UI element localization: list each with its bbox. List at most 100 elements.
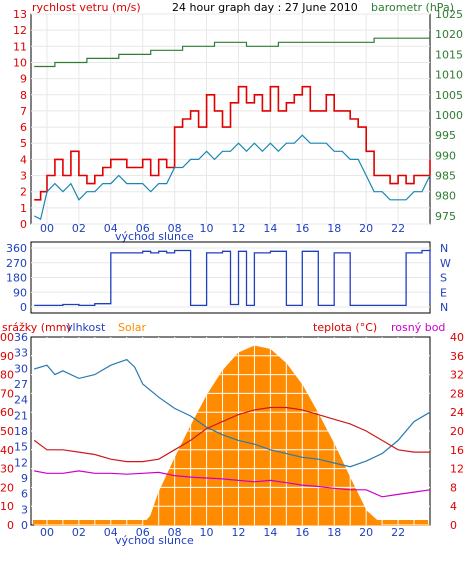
direction-tick-label: 90 [13,286,27,299]
wind-tick-label: 5 [20,137,27,150]
rain-tick-label: 0 [7,519,14,532]
humidity-tick-label: 15 [14,441,28,454]
wind-tick-label: 11 [13,40,27,53]
humidity-tick-label: 24 [14,394,28,407]
time-tick-label: 12 [231,222,245,235]
time-tick-label: 14 [263,526,277,539]
rain-tick-label: 40 [0,444,14,457]
wind-tick-label: 7 [20,105,27,118]
pressure-tick-label: 980 [435,190,456,203]
rain-tick-label: 70 [0,387,14,400]
wind-tick-label: 4 [20,153,27,166]
time-tick-label: 04 [104,526,118,539]
humidity-tick-label: 30 [14,362,28,375]
time-tick-label: 22 [391,526,405,539]
humidity-tick-label: 12 [14,456,28,469]
wind-tick-label: 9 [20,73,27,86]
wind-direction-line [34,249,431,307]
humidity-tick-label: 36 [14,331,28,344]
wind-tick-label: 13 [13,8,27,21]
rain-tick-label: 60 [0,406,14,419]
direction-tick-label: 0 [20,301,27,314]
rain-tick-label: 50 [0,425,14,438]
rain-tick-label: 100 [0,331,14,344]
time-tick-label: 22 [391,222,405,235]
rain-tick-label: 90 [0,350,14,363]
humidity-line [34,358,431,468]
wind-tick-label: 2 [20,186,27,199]
direction-tick-label: 360 [6,242,27,255]
time-tick-label: 06 [136,222,150,235]
wind-tick-label: 0 [20,218,27,231]
humidity-tick-label: 9 [21,472,28,485]
time-tick-label: 10 [200,526,214,539]
temperature-tick-label: 32 [450,369,464,382]
pressure-tick-label: 990 [435,149,456,162]
time-tick-label: 12 [231,526,245,539]
time-tick-label: 08 [168,222,182,235]
temperature-tick-label: 24 [450,406,464,419]
temperature-tick-label: 36 [450,350,464,363]
compass-label: W [440,257,451,270]
pressure-tick-label: 1010 [435,69,463,82]
rain-baseline [33,520,428,524]
temperature-tick-label: 20 [450,425,464,438]
compass-label: N [440,242,448,255]
sunrise-label-bottom: východ slunce [115,534,194,547]
humidity-tick-label: 6 [21,488,28,501]
wind-axis-title: rychlost vetru (m/s) [32,1,141,14]
rain-tick-label: 80 [0,369,14,382]
compass-label: E [440,286,447,299]
temperature-tick-label: 12 [450,463,464,476]
humidity-tick-label: 27 [14,378,28,391]
temperature-tick-label: 40 [450,331,464,344]
pressure-tick-label: 1025 [435,8,463,21]
wind-direction-series [34,249,431,307]
time-tick-label: 18 [327,526,341,539]
compass-label: S [440,272,447,285]
sunrise-label-top: východ slunce [115,230,194,243]
pressure-tick-label: 1015 [435,48,463,61]
compass-label: N [440,301,448,314]
time-tick-label: 00 [40,526,54,539]
rain-tick-label: 30 [0,463,14,476]
direction-tick-label: 180 [6,272,27,285]
wind-pressure-series [33,37,431,221]
time-tick-label: 02 [72,526,86,539]
time-tick-label: 00 [40,222,54,235]
wind-tick-label: 6 [20,121,27,134]
pressure-tick-label: 975 [435,210,456,223]
solar-temp-grid [31,337,430,525]
time-tick-label: 16 [295,526,309,539]
solar-axis-title: Solar [118,321,147,334]
pressure-tick-label: 1005 [435,89,463,102]
humidity-tick-label: 0 [21,519,28,532]
time-axis-top: 00 02 04 06 08 10 12 14 16 18 20 22 [40,222,405,235]
rain-axis-title: srážky (mm) [2,321,71,334]
temperature-axis-title: teplota (°C) [313,321,377,334]
humidity-axis-title: vlhkost [66,321,106,334]
time-axis-bottom: 00 02 04 06 08 10 12 14 16 18 20 22 [40,526,405,539]
humidity-tick-label: 33 [14,347,28,360]
temperature-tick-label: 4 [450,500,457,513]
time-tick-label: 02 [72,222,86,235]
humidity-temp-dew-series [33,358,431,498]
direction-tick-label: 270 [6,257,27,270]
pressure-axis-title: barometr (hPa) [371,1,454,14]
pressure-tick-label: 985 [435,170,456,183]
time-tick-label: 10 [200,222,214,235]
temperature-tick-label: 16 [450,444,464,457]
temperature-tick-label: 0 [450,519,457,532]
time-tick-label: 14 [263,222,277,235]
temperature-tick-label: 28 [450,387,464,400]
pressure-tick-label: 1020 [435,28,463,41]
time-tick-label: 16 [295,222,309,235]
humidity-tick-label: 21 [14,409,28,422]
pressure-axis: 975 980 985 990 995 1000 1005 1010 1015 1020 1025 [435,8,463,223]
wind-gust-line [34,85,431,201]
rain-tick-label: 20 [0,481,14,494]
